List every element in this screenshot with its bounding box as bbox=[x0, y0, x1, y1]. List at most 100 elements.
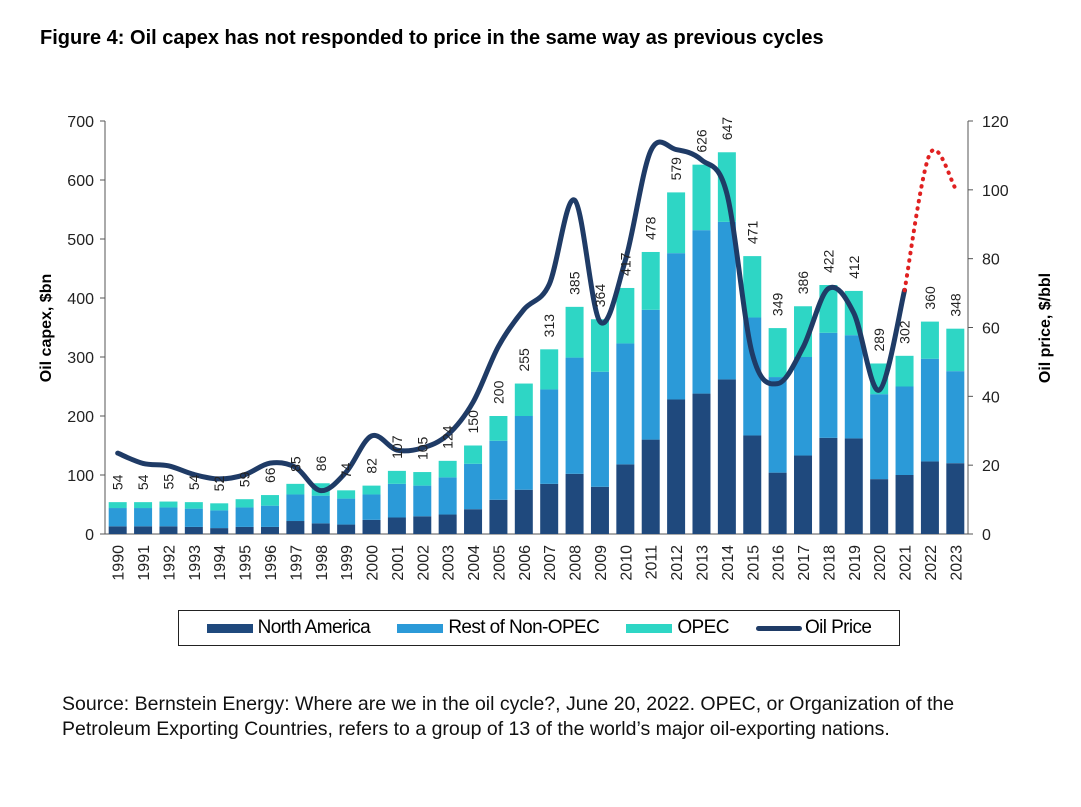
total-label: 417 bbox=[617, 252, 633, 276]
y-tick-label: 400 bbox=[67, 291, 94, 308]
y2-tick-label: 120 bbox=[982, 114, 1009, 131]
bar-opec bbox=[134, 502, 153, 509]
total-label: 85 bbox=[287, 456, 303, 472]
total-label: 150 bbox=[465, 410, 481, 434]
bar-rest-non-opec bbox=[819, 332, 838, 438]
bar-opec bbox=[337, 490, 356, 499]
x-tick-label: 2020 bbox=[872, 545, 889, 581]
bar-opec bbox=[184, 502, 203, 509]
bar-opec bbox=[565, 306, 584, 358]
total-label: 478 bbox=[643, 216, 659, 240]
bar-rest-non-opec bbox=[743, 317, 762, 436]
x-tick-label: 2002 bbox=[415, 545, 432, 581]
x-tick-label: 2015 bbox=[745, 545, 762, 581]
total-label: 385 bbox=[567, 271, 583, 295]
total-label: 626 bbox=[693, 129, 709, 153]
x-tick-label: 2014 bbox=[720, 545, 737, 581]
bar-opec bbox=[235, 499, 254, 508]
bar-north-america bbox=[362, 519, 381, 534]
bar-opec bbox=[108, 502, 127, 509]
bar-north-america bbox=[108, 526, 127, 534]
bar-opec bbox=[590, 319, 609, 372]
bar-north-america bbox=[337, 524, 356, 534]
bar-opec bbox=[819, 285, 838, 333]
bar-rest-non-opec bbox=[159, 507, 178, 527]
total-label: 313 bbox=[541, 314, 557, 338]
y-tick-label: 0 bbox=[85, 527, 94, 544]
x-tick-label: 2001 bbox=[390, 545, 407, 581]
x-tick-label: 1999 bbox=[339, 545, 356, 581]
x-tick-label: 2016 bbox=[771, 545, 788, 581]
x-tick-label: 1990 bbox=[111, 545, 128, 581]
bar-north-america bbox=[641, 439, 660, 534]
bar-north-america bbox=[387, 517, 406, 534]
total-label: 364 bbox=[592, 284, 608, 308]
total-label: 82 bbox=[364, 458, 380, 474]
x-tick-label: 2006 bbox=[517, 545, 534, 581]
bar-rest-non-opec bbox=[311, 495, 330, 524]
x-tick-label: 2021 bbox=[898, 545, 915, 581]
total-label: 124 bbox=[440, 425, 456, 449]
bar-north-america bbox=[311, 523, 330, 534]
y2-axis-title: Oil price, $/bbl bbox=[1037, 273, 1054, 383]
bar-rest-non-opec bbox=[286, 494, 305, 522]
bar-north-america bbox=[184, 526, 203, 534]
chart-legend: North America Rest of Non-OPEC OPEC Oil … bbox=[178, 610, 900, 646]
bar-north-america bbox=[844, 438, 863, 534]
bar-rest-non-opec bbox=[692, 230, 711, 394]
bar-opec bbox=[159, 501, 178, 508]
legend-label-north-america: North America bbox=[257, 617, 371, 638]
bar-opec bbox=[616, 287, 635, 344]
y2-tick-label: 40 bbox=[982, 389, 1000, 406]
total-label: 579 bbox=[668, 157, 684, 181]
bar-rest-non-opec bbox=[565, 357, 584, 474]
oil-capex-chart: 0 100 200 300 400 500 600 700 0 20 40 60 80 100 120 Oil… bbox=[38, 114, 1054, 581]
bar-north-america bbox=[870, 479, 889, 534]
total-label: 289 bbox=[871, 328, 887, 352]
total-label: 59 bbox=[237, 471, 253, 487]
y-tick-label: 700 bbox=[67, 114, 94, 131]
bar-rest-non-opec bbox=[920, 358, 939, 462]
oil-price-forecast-line bbox=[902, 148, 958, 293]
total-label: 360 bbox=[922, 286, 938, 310]
bar-opec bbox=[286, 483, 305, 495]
bar-rest-non-opec bbox=[438, 477, 457, 515]
bar-north-america bbox=[260, 526, 279, 534]
bar-opec bbox=[794, 306, 813, 357]
bar-opec bbox=[413, 472, 432, 486]
total-label: 422 bbox=[820, 249, 836, 273]
bar-rest-non-opec bbox=[540, 389, 559, 484]
x-tick-label: 2010 bbox=[618, 545, 635, 581]
bar-rest-non-opec bbox=[337, 498, 356, 525]
x-tick-label: 2022 bbox=[923, 545, 940, 581]
bar-rest-non-opec bbox=[387, 483, 406, 518]
y-tick-label: 200 bbox=[67, 409, 94, 426]
total-label: 349 bbox=[770, 293, 786, 317]
bar-rest-non-opec bbox=[362, 494, 381, 520]
figure-title: Figure 4: Oil capex has not responded to… bbox=[40, 27, 824, 49]
x-tick-label: 2004 bbox=[466, 545, 483, 581]
x-tick-label: 1993 bbox=[187, 545, 204, 581]
bar-rest-non-opec bbox=[946, 371, 965, 464]
bar-opec bbox=[743, 256, 762, 318]
bar-north-america bbox=[565, 473, 584, 534]
legend-swatch-oil-price bbox=[755, 625, 802, 631]
bar-rest-non-opec bbox=[210, 510, 229, 529]
x-tick-label: 2013 bbox=[694, 545, 711, 581]
x-tick-label: 2003 bbox=[441, 545, 458, 581]
x-tick-label: 2007 bbox=[542, 545, 559, 581]
bar-north-america bbox=[210, 528, 229, 534]
bar-north-america bbox=[717, 379, 736, 534]
total-label: 54 bbox=[110, 474, 126, 490]
bar-north-america bbox=[590, 486, 609, 534]
bar-north-america bbox=[134, 526, 153, 534]
bar-opec bbox=[667, 192, 686, 254]
x-tick-label: 2005 bbox=[491, 545, 508, 581]
bar-opec bbox=[489, 416, 508, 441]
y-axis-title: Oil capex, $bn bbox=[38, 274, 55, 382]
total-label: 86 bbox=[313, 455, 329, 471]
bar-opec bbox=[641, 251, 660, 310]
bar-north-america bbox=[946, 463, 965, 534]
x-tick-label: 1998 bbox=[314, 545, 331, 581]
legend-north-america: North America bbox=[206, 617, 371, 639]
